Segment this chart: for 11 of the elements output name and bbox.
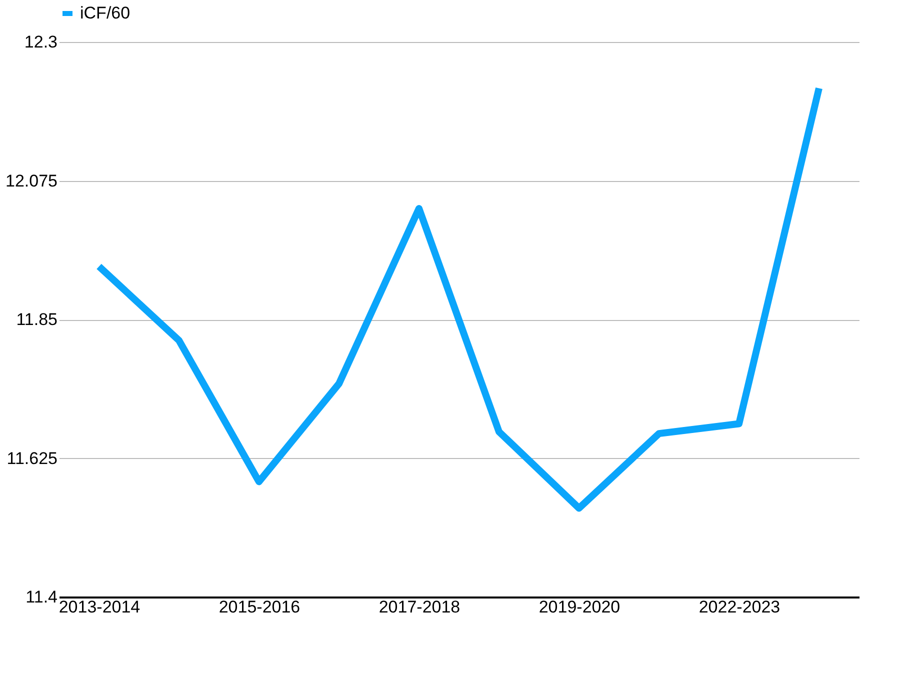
x-tick-label: 2015-2016 [218,598,300,616]
y-tick-label: 11.4 [26,588,58,606]
y-tick-label: 11.625 [6,448,58,468]
y-tick-label: 12.075 [6,171,58,190]
y-tick-label: 11.85 [16,310,58,329]
x-tick-label: 2013-2014 [58,598,140,616]
x-tick-label: 2022-2023 [698,598,780,616]
legend-label: iCF/60 [80,4,130,22]
x-tick-label: 2019-2020 [538,598,620,616]
x-tick-label: 2017-2018 [378,598,460,616]
y-tick-label: 12.3 [24,32,58,52]
